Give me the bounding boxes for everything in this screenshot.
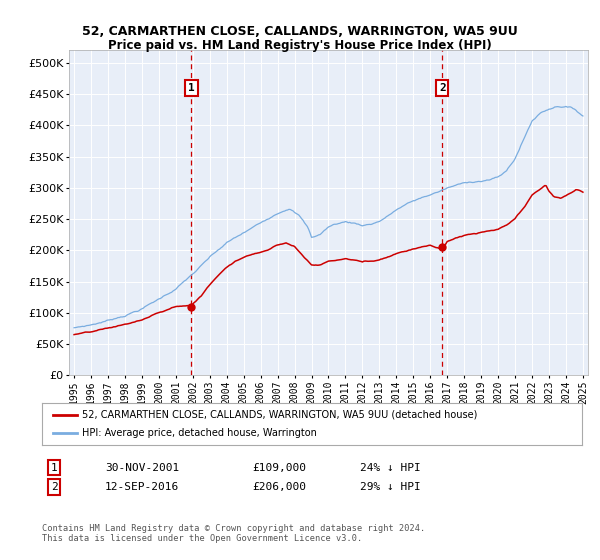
- Text: 24% ↓ HPI: 24% ↓ HPI: [360, 463, 421, 473]
- Text: 30-NOV-2001: 30-NOV-2001: [105, 463, 179, 473]
- Text: 1: 1: [50, 463, 58, 473]
- Text: Contains HM Land Registry data © Crown copyright and database right 2024.
This d: Contains HM Land Registry data © Crown c…: [42, 524, 425, 543]
- Text: 29% ↓ HPI: 29% ↓ HPI: [360, 482, 421, 492]
- Text: 52, CARMARTHEN CLOSE, CALLANDS, WARRINGTON, WA5 9UU (detached house): 52, CARMARTHEN CLOSE, CALLANDS, WARRINGT…: [83, 410, 478, 420]
- Text: 1: 1: [188, 83, 195, 93]
- Text: HPI: Average price, detached house, Warrington: HPI: Average price, detached house, Warr…: [83, 428, 317, 438]
- Text: 2: 2: [439, 83, 446, 93]
- Text: £206,000: £206,000: [252, 482, 306, 492]
- Text: 2: 2: [50, 482, 58, 492]
- Text: £109,000: £109,000: [252, 463, 306, 473]
- Text: 52, CARMARTHEN CLOSE, CALLANDS, WARRINGTON, WA5 9UU: 52, CARMARTHEN CLOSE, CALLANDS, WARRINGT…: [82, 25, 518, 38]
- Text: Price paid vs. HM Land Registry's House Price Index (HPI): Price paid vs. HM Land Registry's House …: [108, 39, 492, 52]
- Text: 12-SEP-2016: 12-SEP-2016: [105, 482, 179, 492]
